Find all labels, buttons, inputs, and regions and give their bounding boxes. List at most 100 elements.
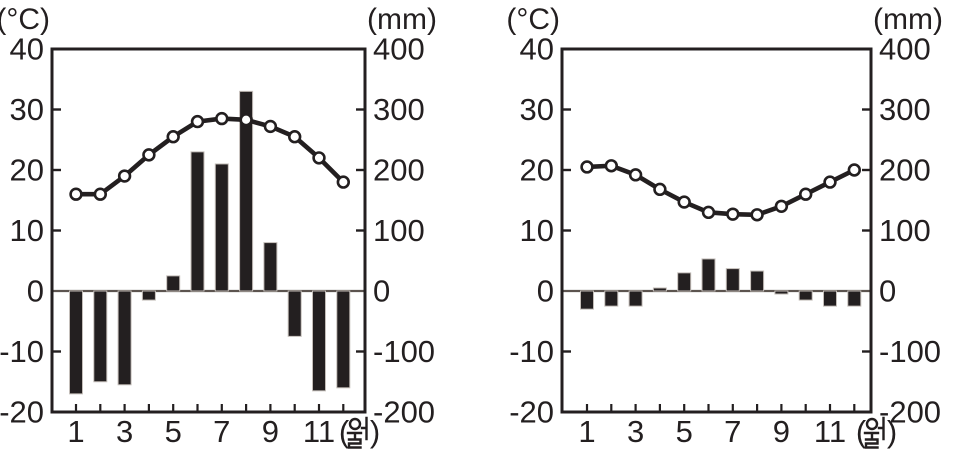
precip-bar-month-4	[141, 290, 156, 301]
temperature-marker-month-12	[847, 163, 861, 177]
precip-tick-label: 400	[373, 32, 425, 67]
temperature-marker-month-10	[798, 187, 813, 201]
temperature-marker-month-4	[653, 182, 667, 197]
month-tick-label: 7	[724, 414, 741, 449]
precip-bar-month-2	[604, 290, 619, 307]
month-tick-label: 9	[262, 414, 279, 449]
precip-bar-month-1	[580, 290, 594, 310]
precip-tick-label: 300	[373, 92, 425, 127]
temperature-line	[584, 163, 857, 218]
precip-tick-label: 300	[879, 92, 931, 127]
precip-bar-month-9	[263, 242, 278, 292]
hangul-wol-glyph	[346, 416, 368, 449]
temp-tick-label: -20	[0, 395, 44, 430]
month-tick-label: 1	[578, 414, 595, 449]
wol-eo-stroke	[360, 416, 368, 441]
temperature-marker-month-10	[288, 130, 302, 144]
temp-tick-label: 30	[10, 92, 44, 127]
precip-tick-label: 100	[373, 213, 425, 248]
precip-tick-label: -100	[879, 334, 941, 369]
temp-tick-label: 40	[520, 32, 554, 67]
month-tick-label: 9	[773, 414, 790, 449]
temperature-marker-month-9	[774, 199, 789, 214]
month-unit-close-paren: )	[887, 414, 897, 449]
month-tick-label: 3	[116, 414, 133, 449]
temperature-marker-month-6	[701, 205, 716, 220]
plot-border	[560, 47, 873, 414]
month-tick-label: 3	[627, 414, 644, 449]
temperature-marker-month-1	[580, 160, 594, 174]
temperature-marker-month-3	[628, 168, 643, 182]
precip-tick-label: -200	[879, 395, 941, 430]
temp-unit-label: (°C)	[506, 3, 560, 36]
precip-tick-label: 0	[373, 274, 390, 309]
temp-tick-label: 20	[10, 153, 44, 188]
precip-tick-label: 200	[879, 153, 931, 188]
temperature-marker-month-7	[726, 207, 740, 221]
month-tick-label: 11	[814, 414, 846, 449]
precip-tick-label: 0	[879, 274, 896, 309]
precip-bar-month-12	[847, 290, 862, 307]
wol-u-stroke	[346, 431, 363, 439]
temperature-marker-month-8	[750, 208, 764, 222]
precip-bar-month-6	[701, 258, 716, 292]
month-unit-open-paren: (	[856, 414, 867, 449]
precip-bar-month-8	[239, 90, 254, 292]
temperature-marker-month-3	[117, 169, 132, 183]
temp-tick-label: 0	[537, 274, 554, 309]
precip-bar-month-11	[312, 290, 326, 392]
precip-unit-label: (mm)	[367, 3, 437, 36]
precip-tick-label: -100	[373, 334, 435, 369]
month-tick-label: 11	[303, 414, 335, 449]
precip-bar-month-10	[798, 290, 813, 301]
temperature-marker-month-2	[604, 159, 618, 173]
precip-bar-month-5	[166, 275, 181, 292]
temp-tick-label: 0	[27, 274, 44, 309]
precip-bar-month-12	[336, 290, 351, 389]
precip-bar-month-9	[774, 290, 789, 295]
temp-tick-label: 20	[520, 153, 554, 188]
temperature-marker-month-1	[69, 187, 83, 201]
temp-tick-label: 30	[520, 92, 554, 127]
temp-tick-label: -10	[509, 334, 554, 369]
wol-eo-stroke	[877, 416, 885, 441]
precip-bar-month-6	[190, 151, 205, 292]
wol-u-stroke	[863, 431, 880, 439]
temperature-marker-month-12	[336, 175, 350, 189]
precip-bar-month-7	[214, 163, 229, 292]
temp-tick-label: 40	[10, 32, 44, 67]
precip-tick-label: 200	[373, 153, 425, 188]
precip-bar-month-7	[725, 268, 740, 292]
temp-tick-label: -20	[509, 395, 554, 430]
temperature-marker-month-11	[312, 151, 326, 165]
wol-rieul-stroke	[864, 438, 879, 449]
temperature-marker-month-8	[239, 113, 253, 127]
temperature-marker-month-11	[823, 175, 837, 189]
precip-unit-label: (mm)	[873, 3, 943, 36]
precip-bar-month-5	[677, 272, 692, 292]
month-tick-label: 1	[67, 414, 84, 449]
temperature-marker-month-7	[215, 111, 229, 126]
precip-tick-label: 100	[879, 213, 931, 248]
temperature-marker-month-6	[190, 114, 205, 129]
wol-rieul-stroke	[347, 438, 362, 449]
precip-bar-month-2	[93, 290, 108, 383]
temperature-marker-month-5	[677, 195, 691, 209]
month-unit-close-paren: )	[370, 414, 380, 449]
temp-unit-label: (°C)	[0, 3, 50, 36]
temp-tick-label: 10	[520, 213, 554, 248]
temperature-line	[73, 116, 346, 197]
temp-tick-label: -10	[0, 334, 44, 369]
precip-bar-month-3	[628, 290, 643, 307]
temperature-marker-month-5	[166, 130, 180, 144]
temperature-marker-month-2	[93, 187, 108, 201]
precip-bar-month-11	[823, 290, 837, 307]
precip-bar-month-4	[652, 287, 667, 292]
precip-bar-month-8	[750, 270, 765, 292]
wol-ieung-stroke	[348, 417, 362, 431]
precip-bar-month-3	[117, 290, 132, 386]
temperature-marker-month-4	[142, 148, 156, 162]
month-tick-label: 5	[165, 414, 182, 449]
